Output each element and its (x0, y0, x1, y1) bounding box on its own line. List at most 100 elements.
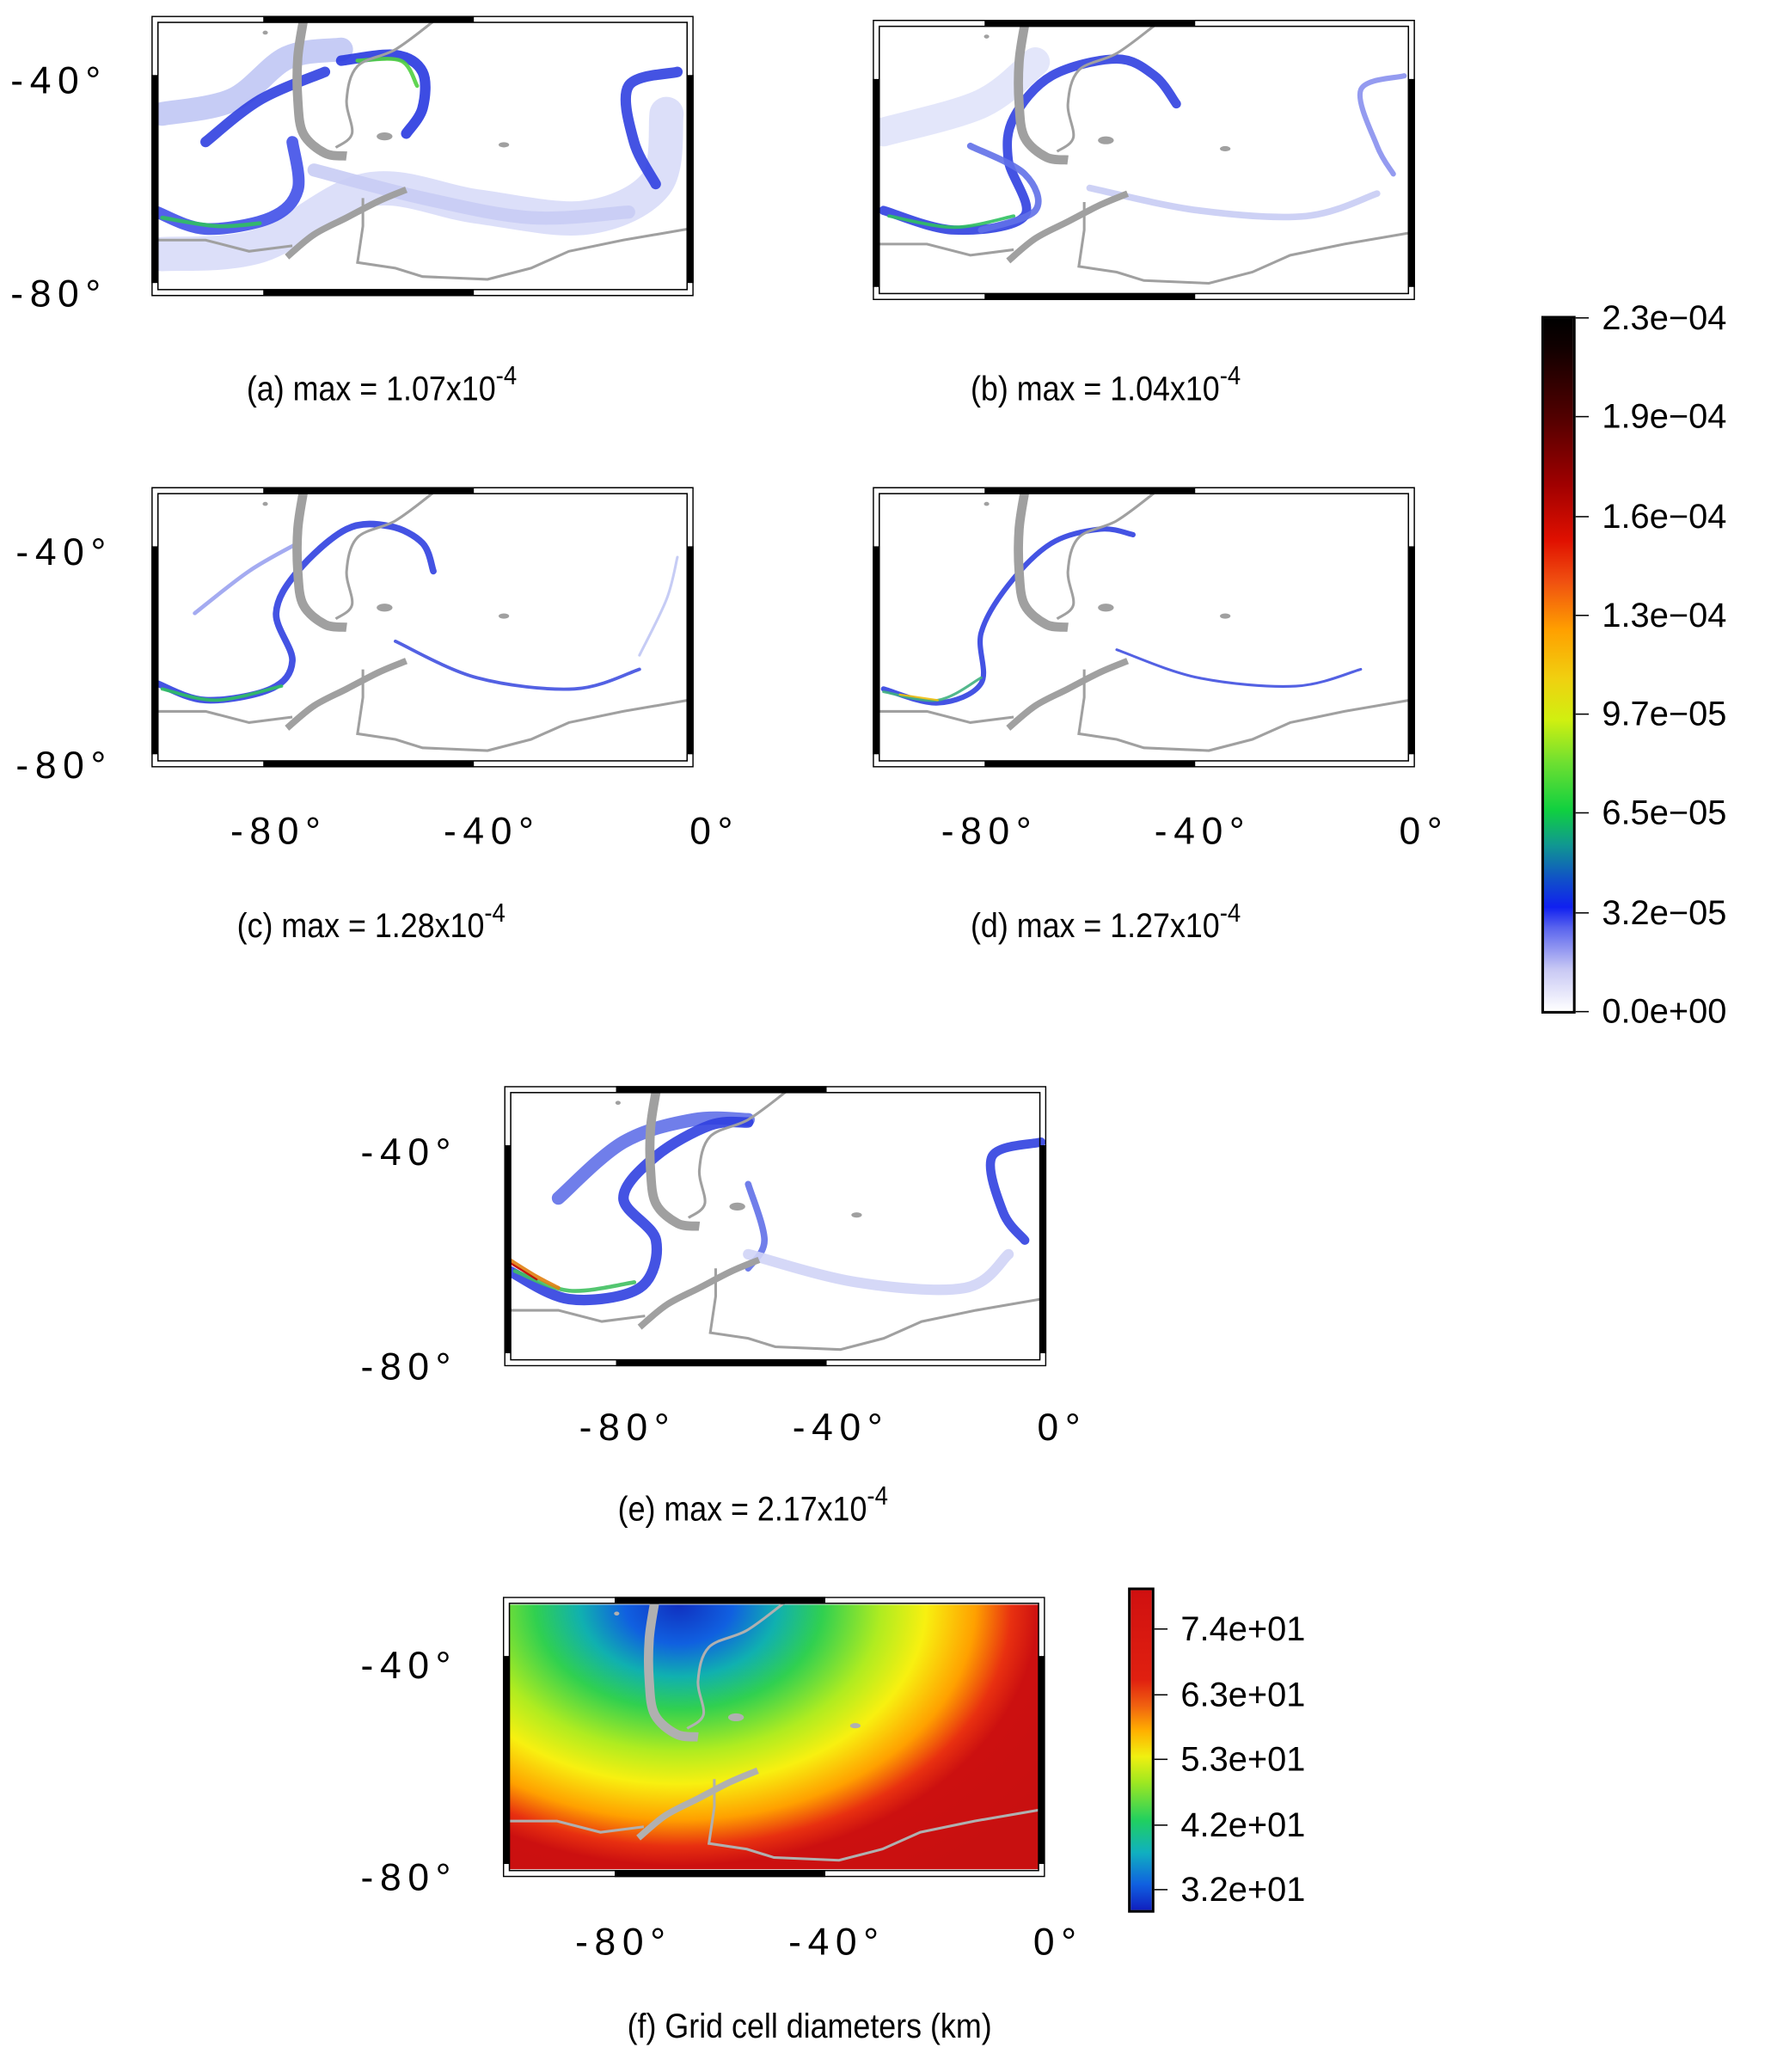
caption-exponent: -4 (495, 362, 518, 391)
caption-text: (a) max = 1.07x10 (246, 368, 496, 408)
concentration-plume (620, 66, 683, 190)
x-tick-label: -40° (788, 1922, 885, 1965)
frame-segment (151, 546, 158, 755)
colorbar-tick-label: 7.4e+01 (1180, 1609, 1306, 1648)
concentration-plume (193, 541, 300, 616)
map-svg (151, 15, 694, 297)
caption-d: (d) max = 1.27x10-4 (971, 900, 1241, 942)
map-svg (502, 1597, 1045, 1878)
colorbar-tick (1575, 812, 1590, 814)
antarctic-peninsula (1006, 658, 1130, 731)
x-tick-label: -40° (443, 811, 541, 854)
map-panel-e (504, 1086, 1047, 1367)
colorbar-tick (1575, 1010, 1590, 1013)
diameter-colorbar (1128, 1587, 1155, 1913)
colorbar-tick (1154, 1824, 1168, 1825)
x-tick-label: 0° (1037, 1407, 1088, 1450)
island-falklands (1098, 136, 1114, 144)
antarctic-peninsula (285, 187, 408, 260)
island-south-georgia (1220, 145, 1231, 152)
colorbar-tick (1575, 515, 1590, 518)
colorbar-tick-label: 1.9e−04 (1602, 396, 1727, 437)
coastline-chile (644, 1601, 699, 1742)
concentration-plume (743, 1248, 1014, 1296)
frame-segment (263, 487, 475, 494)
y-tick-label: -80° (15, 745, 113, 788)
island (262, 501, 268, 506)
island-south-georgia (851, 1212, 862, 1218)
caption-text: (b) max = 1.04x10 (970, 368, 1220, 408)
colorbar-tick (1154, 1693, 1168, 1695)
island-falklands (727, 1713, 745, 1722)
concentration-plume (879, 54, 1181, 236)
y-tick-label: -40° (10, 60, 107, 103)
x-tick-label: 0° (1032, 1922, 1083, 1965)
coastline-chile (292, 492, 347, 632)
island-falklands (729, 1202, 745, 1211)
coastline-antarctica (878, 242, 1014, 257)
concentration-plume (1357, 73, 1407, 177)
frame-segment (151, 75, 158, 284)
antarctic-peninsula (285, 658, 408, 731)
x-tick-label: 0° (689, 811, 740, 854)
concentration-plume (887, 214, 1016, 230)
island-falklands (377, 604, 393, 612)
caption-e: (e) max = 2.17x10-4 (617, 1484, 888, 1529)
frame-segment (263, 760, 475, 768)
concentration-plume (394, 639, 641, 691)
caption-exponent: -4 (1219, 362, 1241, 391)
island-south-georgia (498, 142, 510, 148)
colorbar-tick (1575, 911, 1590, 914)
map-panel-b (873, 19, 1415, 301)
concentration-plume (200, 66, 331, 148)
concentration-plume (504, 1116, 754, 1306)
caption-exponent: -4 (867, 1482, 888, 1511)
colorbar-tick (1154, 1758, 1168, 1761)
colorbar-tick (1575, 714, 1590, 715)
x-tick-label: -80° (579, 1407, 677, 1450)
colorbar-tick (1154, 1628, 1168, 1630)
frame-segment (1408, 78, 1415, 287)
caption-exponent: -4 (484, 898, 506, 929)
frame-segment (1039, 1656, 1045, 1865)
coastline-antarctica (156, 709, 293, 724)
map-panel-d (873, 487, 1415, 768)
x-tick-label: -80° (575, 1922, 672, 1965)
frame-segment (984, 19, 1196, 27)
concentration-plume (160, 684, 284, 702)
colorbar-tick (1575, 614, 1590, 616)
island (983, 501, 990, 506)
map-svg (873, 487, 1415, 768)
frame-segment (616, 1359, 827, 1367)
x-tick-label: 0° (1399, 811, 1449, 854)
coastline-antarctica (509, 1309, 646, 1323)
caption-c: (c) max = 1.28x10-4 (236, 900, 506, 946)
map-background (873, 487, 1415, 768)
concentration-plume (898, 693, 939, 702)
colorbar-tick-label: 4.2e+01 (1180, 1804, 1306, 1844)
caption-text: (f) Grid cell diameters (km) (627, 2006, 992, 2046)
coastline-antarctica (508, 1819, 645, 1834)
concentration-plume (307, 163, 635, 225)
island-south-georgia (498, 613, 510, 619)
concentration-plume (985, 1137, 1046, 1245)
map-background (151, 487, 694, 768)
caption-b: (b) max = 1.04x10-4 (970, 364, 1241, 408)
map-svg (873, 19, 1415, 301)
coastline-argentina (687, 1090, 787, 1219)
island-south-georgia (1220, 613, 1231, 619)
frame-segment (687, 546, 694, 755)
island-south-georgia (849, 1723, 861, 1729)
colorbar-tick-label: 5.3e+01 (1180, 1738, 1306, 1779)
y-tick-label: -80° (360, 1346, 458, 1389)
colorbar-tick (1575, 316, 1590, 319)
y-tick-label: -40° (360, 1645, 458, 1688)
colorbar-tick-label: 1.6e−04 (1602, 495, 1727, 536)
concentration-colorbar (1541, 316, 1576, 1014)
frame-segment (504, 1145, 512, 1353)
caption-text: (e) max = 2.17x10 (617, 1488, 867, 1529)
island (983, 34, 990, 39)
concentration-plume (507, 1258, 561, 1290)
caption-text: (c) max = 1.28x10 (236, 905, 485, 946)
concentration-plume (512, 1269, 637, 1293)
